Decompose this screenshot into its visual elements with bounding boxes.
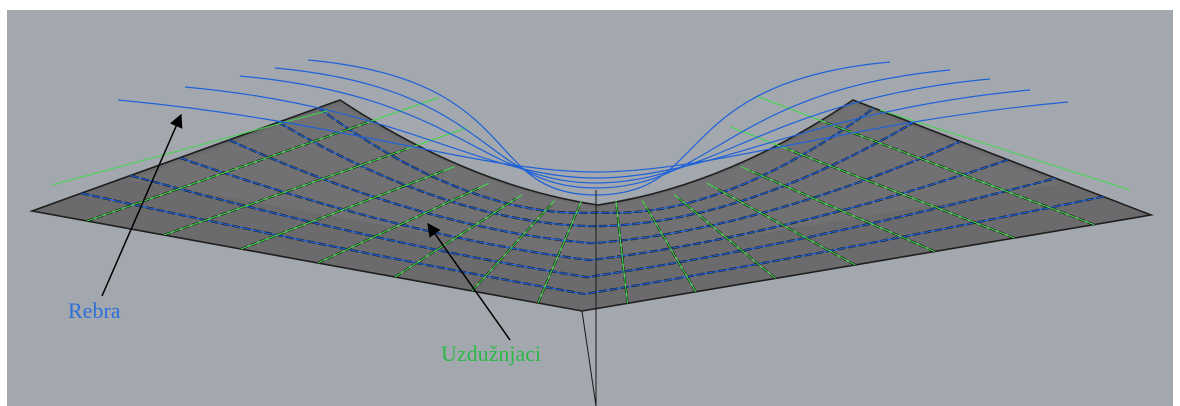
stringer-line: [471, 200, 555, 292]
stringer-line: [673, 194, 776, 279]
rib-line: [81, 192, 1104, 295]
stringer-line: [537, 201, 582, 304]
stringer-line: [240, 166, 455, 250]
stringer-line: [740, 166, 936, 252]
rib-curve: [239, 75, 991, 184]
stringer-line: [730, 126, 1015, 239]
ribs-arrow: [101, 113, 183, 297]
rib-line: [318, 107, 875, 214]
panel-grid: [51, 96, 1131, 304]
bottom-reference-line: [581, 310, 597, 406]
stringer-line: [641, 200, 697, 293]
stringer-line: [615, 201, 629, 304]
panel-surface: [28, 99, 1155, 312]
rib-curve: [184, 86, 1031, 179]
rib-line: [278, 121, 913, 227]
rib-curve: [274, 67, 951, 189]
stringer-line: [757, 96, 1095, 226]
ribs-label: Rebra: [68, 298, 121, 323]
rib-line: [179, 157, 1009, 261]
panel-shading: [130, 104, 1060, 262]
stringer-line: [163, 126, 468, 236]
stringer-extension-line: [879, 109, 1131, 191]
stringer-line: [706, 182, 856, 266]
stringer-line: [86, 97, 439, 222]
rib-curves: [117, 59, 1069, 196]
rib-curve: [117, 99, 1069, 173]
stringers-arrow: [427, 222, 511, 341]
stringer-line: [394, 194, 523, 278]
rib-line: [130, 174, 1056, 278]
stringers-label: Uzdužnjaci: [441, 341, 542, 366]
stringer-line: [317, 182, 489, 264]
rib-line: [228, 139, 961, 244]
